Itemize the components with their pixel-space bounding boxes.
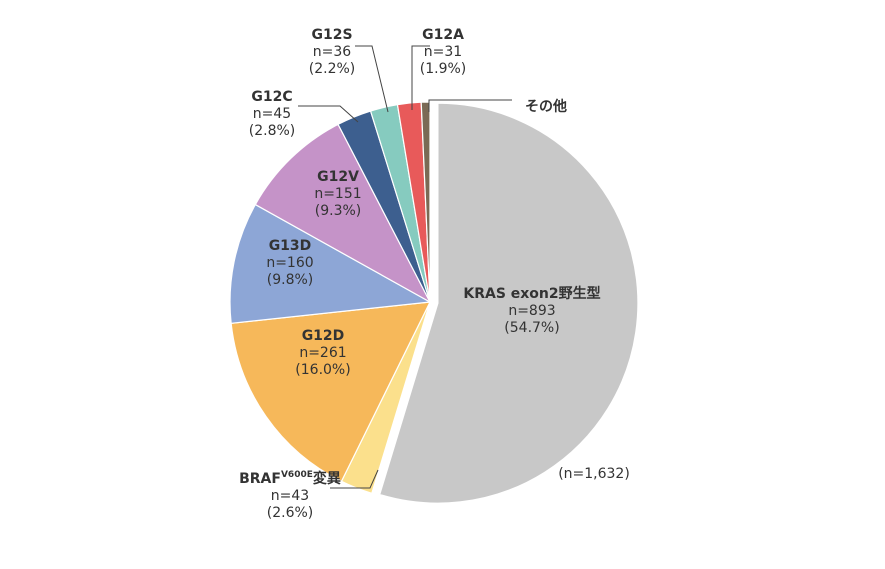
slice-label-n-g13d: n=160 <box>266 255 313 271</box>
slice-label-n-kras-exon2: n=893 <box>508 303 555 319</box>
slice-label-name-g13d: G13D <box>269 238 312 254</box>
slice-label-pct-g12d: (16.0%) <box>295 362 350 378</box>
leader-line-g12a <box>411 45 430 110</box>
slice-label-name-other: その他 <box>525 98 567 115</box>
leader-line-g12c <box>298 105 359 123</box>
slice-label-pct-g12c: (2.8%) <box>249 123 296 139</box>
slice-label-n-g12v: n=151 <box>314 186 361 202</box>
slice-label-pct-g12a: (1.9%) <box>420 61 467 77</box>
slice-label-pct-kras-exon2: (54.7%) <box>504 320 559 336</box>
leader-line-braf <box>330 469 379 489</box>
slice-label-n-g12c: n=45 <box>253 106 291 122</box>
slice-label-pct-g13d: (9.8%) <box>267 272 314 288</box>
slice-label-n-g12a: n=31 <box>424 44 462 60</box>
slice-label-name-kras-exon2: KRAS exon2野生型 <box>463 285 600 302</box>
slice-label-pct-braf: (2.6%) <box>267 505 314 521</box>
slice-label-name-braf: BRAFV600E変異 <box>239 470 341 487</box>
slice-label-pct-g12s: (2.2%) <box>309 61 356 77</box>
slice-label-pct-g12v: (9.3%) <box>315 203 362 219</box>
slice-label-name-g12d: G12D <box>302 328 345 344</box>
pie-slice-kras-exon2 <box>378 102 639 504</box>
leader-line-g12s <box>355 45 389 113</box>
slice-label-n-g12s: n=36 <box>313 44 352 60</box>
slice-label-n-g12d: n=261 <box>299 345 346 361</box>
leader-line-other <box>428 99 512 112</box>
slice-label-name-g12s: G12S <box>311 27 352 43</box>
pie-slice-g12d <box>230 301 432 483</box>
pie-slice-g13d <box>229 203 432 324</box>
slice-label-n-braf: n=43 <box>271 488 309 504</box>
slice-label-name-g12v: G12V <box>317 169 359 185</box>
total-count-label: (n=1,632) <box>558 466 630 482</box>
pie-slice-g12v <box>254 123 432 304</box>
pie-slice-other <box>420 101 431 303</box>
slice-label-name-g12c: G12C <box>251 89 292 105</box>
slice-label-name-g12a: G12A <box>422 27 464 43</box>
